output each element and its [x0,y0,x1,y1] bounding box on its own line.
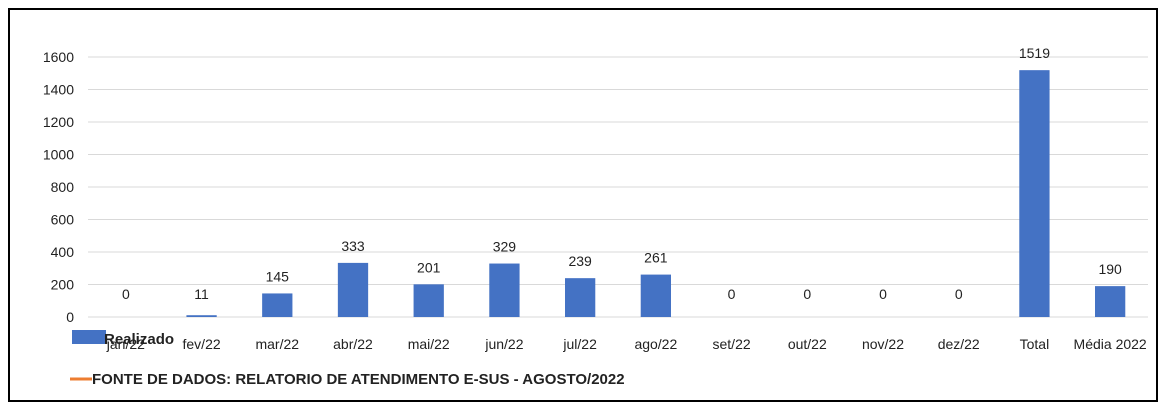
bar [565,278,596,317]
y-tick-label: 800 [51,179,75,195]
bar-series [186,70,1126,317]
gridlines [88,56,1148,318]
x-tick-label: mar/22 [255,336,299,352]
y-tick-label: 1200 [43,114,74,130]
data-label: 201 [417,259,441,275]
y-tick-label: 1600 [43,49,74,65]
x-tick-label: jan/22 [106,336,145,352]
x-tick-label: set/22 [713,336,751,352]
x-tick-label: dez/22 [938,336,980,352]
data-labels: 0 11 145 333 201 329 239 261 0 0 0 0 1519 190 [122,45,1122,302]
data-label: 1519 [1019,45,1050,61]
data-label: 190 [1098,261,1122,277]
legend-label-fonte: FONTE DE DADOS: RELATORIO DE ATENDIMENTO… [92,371,625,388]
data-label: 0 [803,286,811,302]
x-tick-label: out/22 [788,336,827,352]
y-tick-label: 1000 [43,147,74,163]
x-axis: jan/22 fev/22 mar/22 abr/22 mai/22 jun/22 jul/… [106,336,1147,352]
legend-marker-realizado [72,330,106,344]
data-label: 329 [493,239,517,255]
x-tick-label: Total [1020,336,1050,352]
bar [1019,70,1050,317]
x-tick-label: fev/22 [183,336,221,352]
x-tick-label: nov/22 [862,336,904,352]
data-label: 239 [568,253,592,269]
legend: Realizado FONTE DE DADOS: RELATORIO DE AT… [70,330,625,388]
bar [489,263,520,317]
y-tick-label: 600 [51,212,75,228]
x-tick-label: mai/22 [408,336,450,352]
y-tick-label: 0 [66,309,74,325]
chart-frame [8,8,1158,402]
data-label: 261 [644,250,668,266]
bar [186,315,217,317]
data-label: 0 [879,286,887,302]
x-tick-label: jun/22 [484,336,523,352]
data-label: 0 [955,286,963,302]
bar [337,262,369,317]
x-tick-label: jul/22 [562,336,597,352]
y-axis: 0 200 400 600 800 1000 1200 1400 1600 [43,49,74,325]
x-tick-label: Média 2022 [1074,336,1147,352]
y-tick-label: 400 [51,244,75,260]
data-label: 0 [728,286,736,302]
data-label: 333 [341,238,365,254]
data-label: 0 [122,286,130,302]
x-tick-label: abr/22 [333,336,373,352]
data-label: 11 [194,286,209,302]
y-tick-label: 1400 [43,82,74,98]
legend-label-realizado: Realizado [104,331,174,348]
bar [640,274,671,317]
x-tick-label: ago/22 [634,336,677,352]
bar [1095,286,1126,317]
data-label: 145 [266,268,290,284]
bar [413,284,444,317]
bar [262,293,293,317]
y-tick-label: 200 [51,277,75,293]
